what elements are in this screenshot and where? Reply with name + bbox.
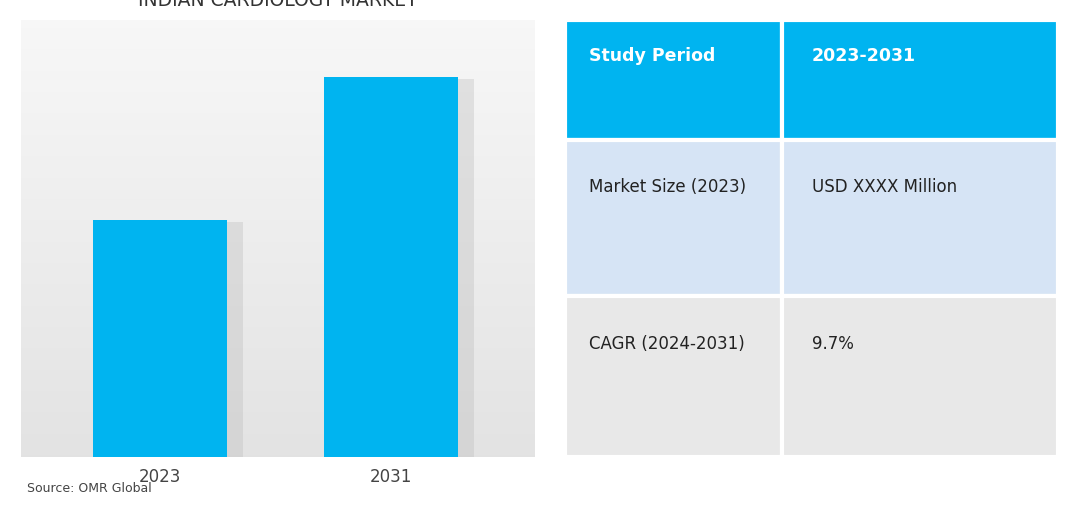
- Text: 2023-2031: 2023-2031: [811, 47, 916, 66]
- Text: Study Period: Study Period: [589, 47, 716, 66]
- Text: Market Size (2023): Market Size (2023): [589, 178, 746, 196]
- Bar: [781, 20, 1058, 140]
- Text: Source: OMR Global: Source: OMR Global: [27, 482, 152, 495]
- Bar: [564, 296, 781, 457]
- Bar: [336, 79, 474, 461]
- Bar: [781, 140, 1058, 296]
- Bar: [781, 296, 1058, 457]
- Bar: [564, 20, 781, 140]
- Bar: [93, 220, 227, 457]
- Text: USD XXXX Million: USD XXXX Million: [811, 178, 957, 196]
- Bar: [105, 222, 243, 461]
- Title: INDIAN CARDIOLOGY MARKET: INDIAN CARDIOLOGY MARKET: [138, 0, 418, 11]
- Bar: [324, 77, 458, 457]
- Bar: [564, 140, 781, 296]
- Text: 9.7%: 9.7%: [811, 335, 853, 353]
- Text: CAGR (2024-2031): CAGR (2024-2031): [589, 335, 745, 353]
